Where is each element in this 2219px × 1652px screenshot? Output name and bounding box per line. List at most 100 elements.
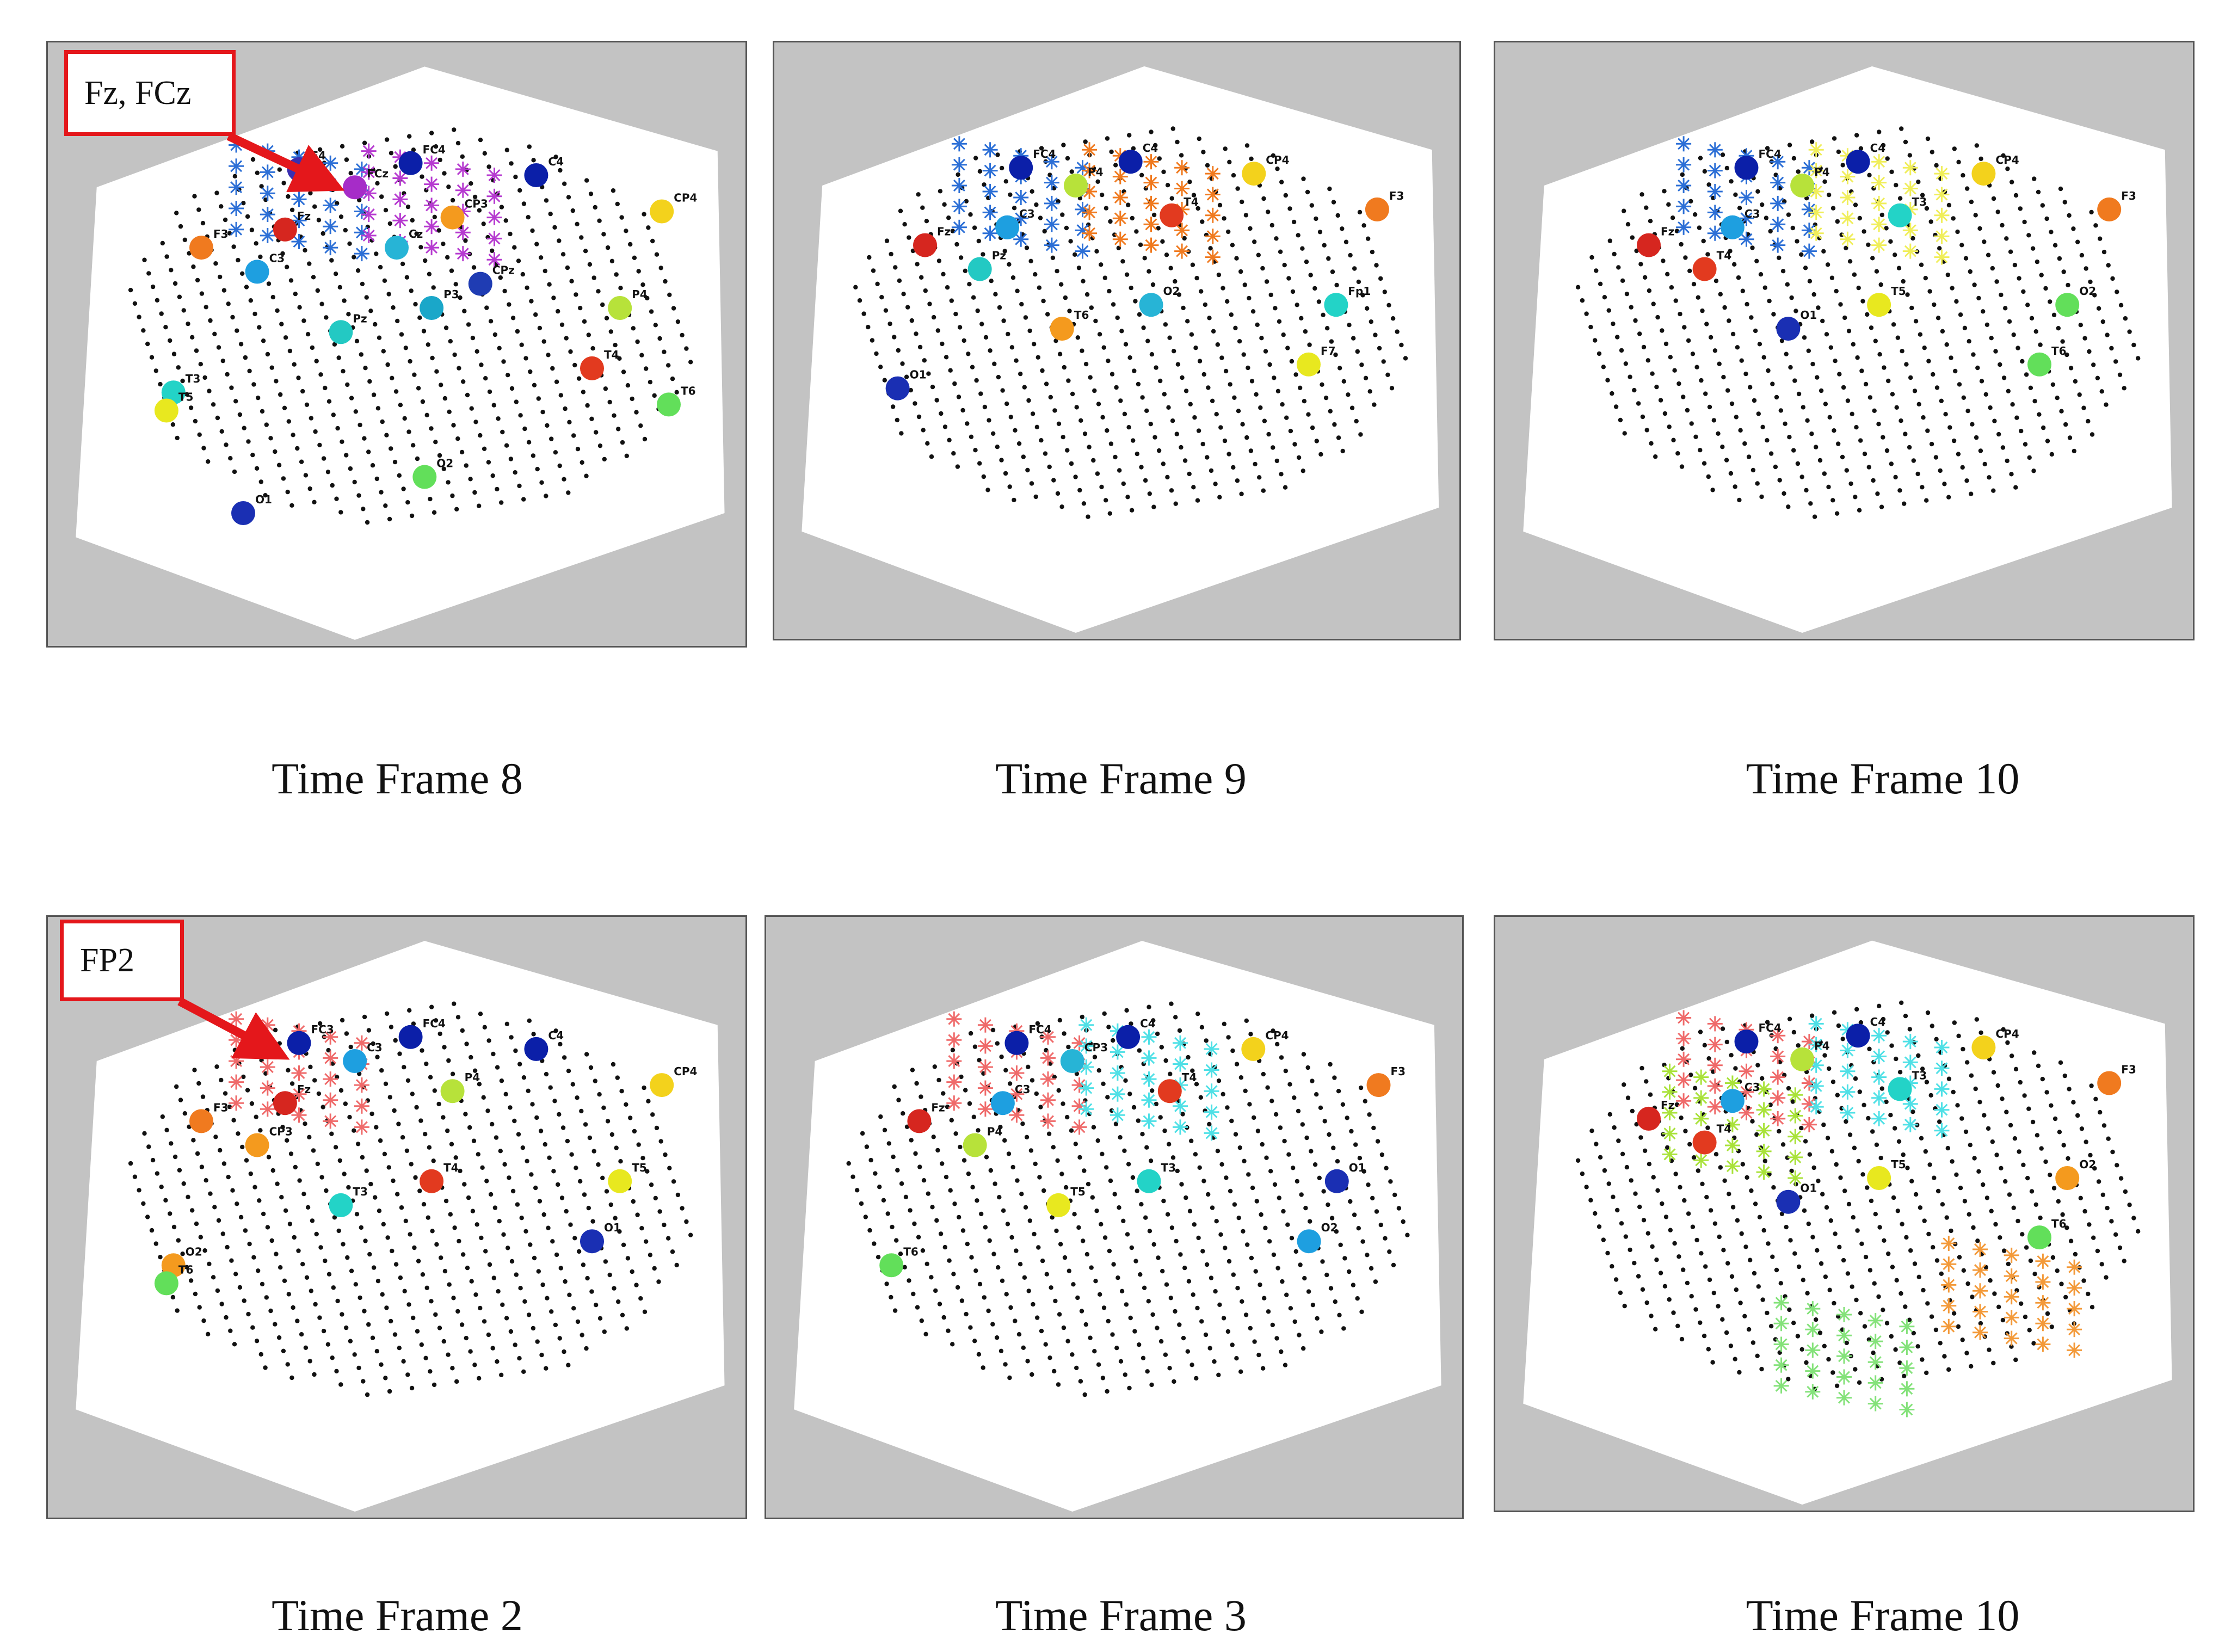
grid-point (1006, 331, 1010, 337)
grid-point (1755, 1063, 1760, 1068)
grid-point (630, 396, 634, 402)
grid-point (1655, 1188, 1660, 1193)
grid-point (427, 272, 432, 276)
grid-point (898, 208, 903, 213)
grid-point (400, 1135, 405, 1140)
grid-point (1881, 143, 1886, 148)
grid-point (979, 1211, 984, 1217)
grid-point (1161, 1198, 1166, 1204)
grid-point (461, 1252, 466, 1257)
grid-point (1325, 326, 1330, 331)
grid-point (878, 1114, 883, 1119)
grid-point (1194, 1376, 1199, 1381)
grid-point (582, 1192, 587, 1197)
grid-point (316, 1091, 322, 1096)
grid-point (1960, 1337, 1965, 1342)
grid-point (1799, 1347, 1804, 1352)
grid-point (1305, 189, 1310, 195)
grid-point (1821, 1122, 1826, 1127)
electrode-marker: CP3 (245, 1125, 293, 1157)
grid-point (2033, 1202, 2038, 1207)
grid-point (1158, 378, 1163, 384)
grid-point (1785, 282, 1790, 287)
grid-point (1690, 1224, 1696, 1229)
grid-point (1305, 1065, 1310, 1070)
grid-point (1961, 1268, 1966, 1273)
grid-point (308, 190, 313, 196)
grid-point (314, 1231, 319, 1237)
grid-point (1390, 316, 1396, 321)
grid-point (1962, 1199, 1968, 1204)
electrode-marker: FC4 (1734, 147, 1782, 180)
grid-point (1920, 1357, 1925, 1362)
grid-point (487, 1262, 492, 1267)
grid-point (1215, 342, 1220, 347)
grid-point (996, 374, 1001, 380)
grid-point (624, 1102, 628, 1107)
grid-point (206, 459, 211, 464)
grid-point (1991, 1070, 1996, 1075)
grid-point (1252, 239, 1257, 244)
grid-point (385, 362, 390, 367)
grid-point (245, 214, 250, 219)
grid-point (1907, 445, 1912, 450)
grid-point (621, 369, 626, 374)
grid-point (249, 227, 255, 232)
grid-point (1216, 1372, 1221, 1377)
grid-point (449, 268, 454, 273)
grid-point (892, 1084, 897, 1089)
grid-point (458, 295, 463, 300)
grid-point (1735, 345, 1740, 350)
grid-point (175, 1308, 180, 1313)
grid-point (477, 1376, 482, 1381)
grid-point (1903, 432, 1908, 436)
grid-point (1366, 1182, 1371, 1187)
grid-point (553, 1028, 558, 1033)
grid-point (370, 1335, 375, 1340)
grid-point (1791, 1030, 1797, 1035)
grid-point (375, 406, 381, 411)
grid-point (954, 242, 959, 247)
grid-point (1322, 1119, 1327, 1124)
grid-point (1638, 1135, 1643, 1140)
grid-point (517, 188, 522, 193)
grid-point (193, 1291, 198, 1297)
grid-point (1081, 501, 1087, 506)
grid-point (1289, 359, 1295, 364)
grid-point (1975, 365, 1980, 371)
grid-point (1954, 299, 1959, 304)
electrode-label: O2 (2079, 285, 2096, 298)
grid-point (244, 285, 249, 289)
grid-point (502, 288, 507, 294)
grid-point (1184, 1195, 1188, 1200)
grid-point (1303, 1205, 1308, 1211)
electrode-marker: T5 (1867, 285, 1906, 317)
grid-point (1191, 1292, 1195, 1297)
grid-point (1707, 404, 1712, 410)
grid-point (588, 192, 594, 196)
grid-point (1907, 1317, 1912, 1322)
grid-point (1639, 1065, 1644, 1071)
grid-point (936, 258, 942, 263)
grid-point (1373, 332, 1378, 337)
grid-point (1946, 1367, 1951, 1372)
grid-point (589, 416, 594, 421)
grid-point (1088, 1335, 1093, 1340)
grid-point (411, 1021, 416, 1026)
grid-point (1983, 392, 1988, 397)
grid-point (1799, 252, 1804, 257)
grid-point (321, 456, 326, 461)
grid-point (421, 1202, 427, 1207)
grid-point (1760, 1297, 1765, 1302)
grid-point (1006, 1151, 1012, 1156)
grid-point (416, 386, 421, 391)
grid-point (536, 1269, 541, 1274)
grid-point (1777, 478, 1782, 483)
grid-point (526, 1312, 532, 1317)
grid-point (1956, 452, 1961, 457)
grid-point (1851, 1215, 1856, 1220)
grid-point (1161, 461, 1166, 466)
grid-point (1822, 471, 1827, 476)
grid-point (223, 217, 228, 223)
